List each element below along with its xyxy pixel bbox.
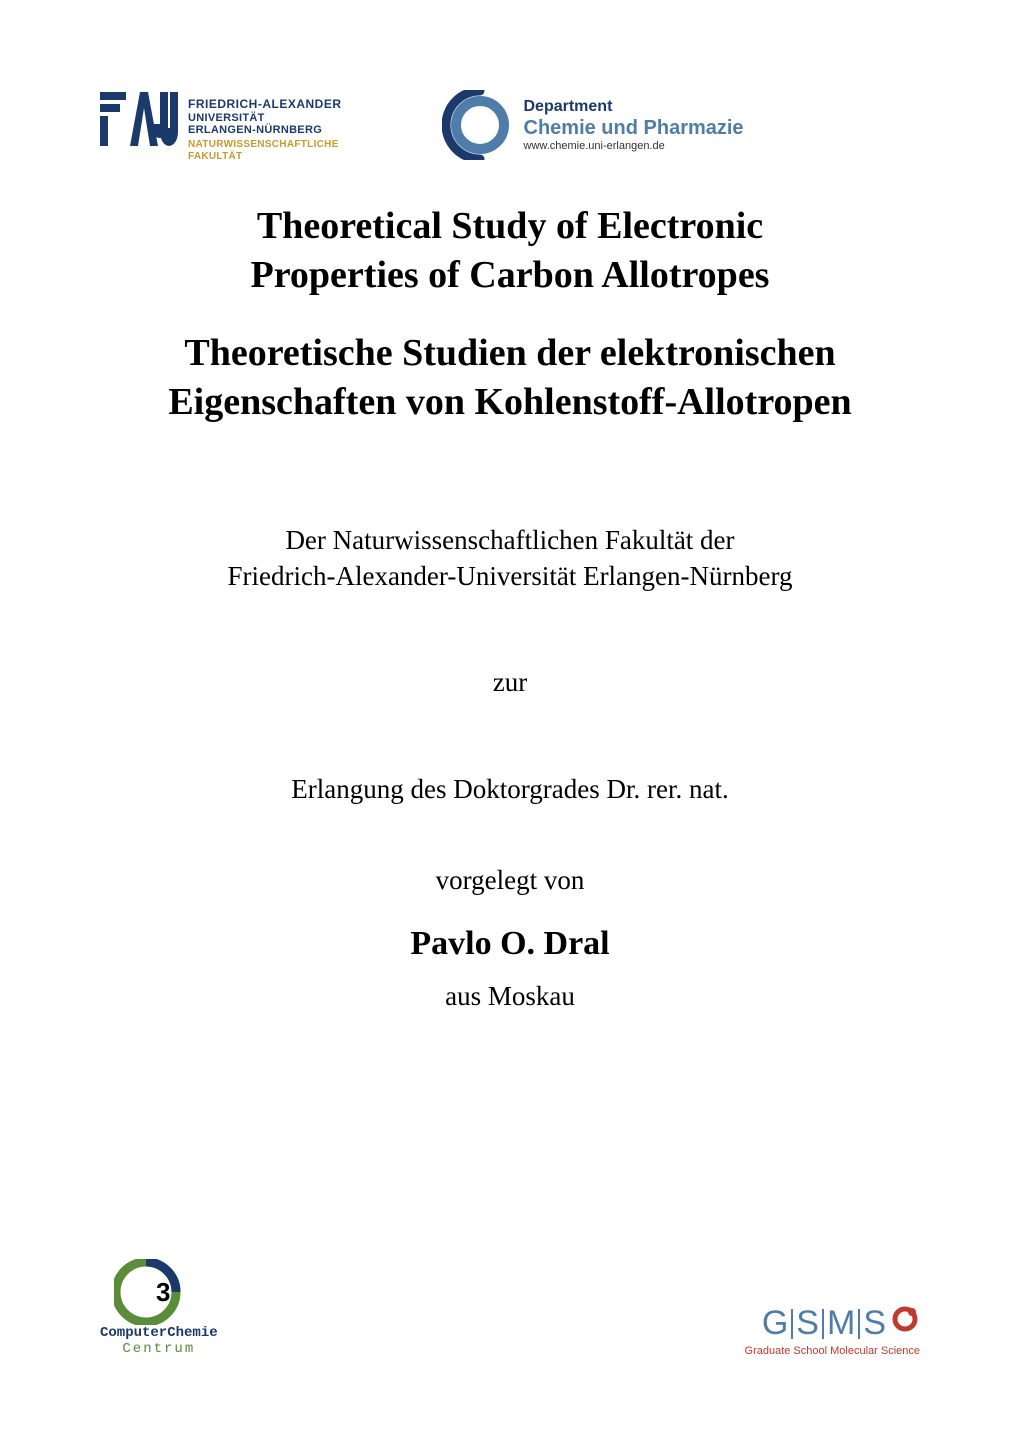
ccc-logo-text: ComputerChemie Centrum [100,1325,218,1357]
dcp-line2: Chemie und Pharmazie [524,116,744,140]
title-en-line2: Properties of Carbon Allotropes [100,251,920,300]
bottom-logo-row: 3 ComputerChemie Centrum G S M [100,1259,920,1357]
gsms-ring-icon [890,1304,920,1343]
title-de-line2: Eigenschaften von Kohlenstoff-Allotropen [100,378,920,427]
ccc-line2: Centrum [100,1341,218,1357]
divider-icon [791,1309,793,1339]
fau-logo-text: FRIEDRICH-ALEXANDER UNIVERSITÄT ERLANGEN… [188,98,342,162]
gsms-mark: G S M S [745,1304,920,1343]
ccc-line1a: Computer [100,1325,167,1341]
dcp-logo: Department Chemie und Pharmazie www.chem… [442,90,744,160]
gsms-letters: G S M S [762,1304,920,1343]
title-page: FRIEDRICH-ALEXANDER UNIVERSITÄT ERLANGEN… [0,0,1020,1442]
divider-icon [822,1309,824,1339]
title-german: Theoretische Studien der elektronischen … [100,329,920,426]
submission-block: Der Naturwissenschaftlichen Fakultät der… [100,522,920,899]
degree: Erlangung des Doktorgrades Dr. rer. nat. [100,771,920,807]
author-name: Pavlo O. Dral [100,925,920,963]
gsms-letter-s1: S [796,1304,819,1343]
fau-logo: FRIEDRICH-ALEXANDER UNIVERSITÄT ERLANGEN… [100,90,342,162]
submitted-by: vorgelegt von [100,862,920,898]
gsms-letter-s2: S [863,1304,886,1343]
dcp-line1: Department [524,97,744,116]
ccc-mark-icon: 3 [100,1259,218,1325]
purpose: zur [100,664,920,700]
fau-line3: NATURWISSENSCHAFTLICHE [188,139,342,151]
author-origin: aus Moskau [100,981,920,1012]
dcp-line3: www.chemie.uni-erlangen.de [524,140,744,153]
fau-mark-icon [100,90,178,148]
dcp-mark-icon [442,90,512,160]
fau-line4: FAKULTÄT [188,151,342,163]
gsms-subtitle: Graduate School Molecular Science [745,1345,920,1357]
fau-line1: FRIEDRICH-ALEXANDER [188,98,342,112]
ccc-line1b: Chemie [167,1325,217,1341]
svg-text:3: 3 [156,1277,170,1307]
gsms-logo: G S M S Graduate School Molecular Sci [745,1304,920,1357]
faculty-line2: Friedrich-Alexander-Universität Erlangen… [100,558,920,594]
gsms-letter-g: G [762,1304,788,1343]
title-de-line1: Theoretische Studien der elektronischen [100,329,920,378]
title-english: Theoretical Study of Electronic Properti… [100,202,920,299]
gsms-letter-m: M [827,1304,855,1343]
faculty-line1: Der Naturwissenschaftlichen Fakultät der [100,522,920,558]
title-en-line1: Theoretical Study of Electronic [100,202,920,251]
ccc-logo: 3 ComputerChemie Centrum [100,1259,218,1357]
dcp-logo-text: Department Chemie und Pharmazie www.chem… [524,97,744,153]
fau-line2a: UNIVERSITÄT [188,112,342,125]
divider-icon [858,1309,860,1339]
top-logo-row: FRIEDRICH-ALEXANDER UNIVERSITÄT ERLANGEN… [100,90,920,162]
fau-line2b: ERLANGEN-NÜRNBERG [188,124,342,137]
